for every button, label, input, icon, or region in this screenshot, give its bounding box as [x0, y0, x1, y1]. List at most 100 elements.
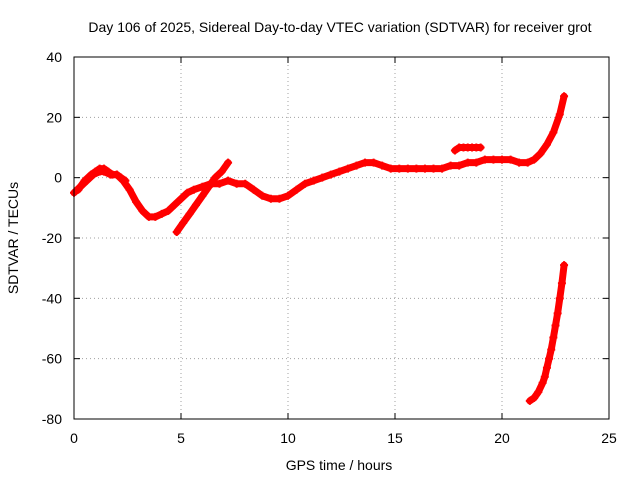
y-tick-label: 20	[46, 109, 62, 125]
data-point	[545, 354, 554, 363]
data-point	[463, 158, 472, 167]
data-point	[309, 176, 318, 185]
data-point	[361, 158, 370, 167]
data-point	[369, 158, 378, 167]
data-point	[275, 194, 284, 203]
data-point	[549, 128, 558, 137]
data-point	[542, 140, 551, 149]
data-point	[547, 345, 556, 354]
grid	[74, 57, 609, 419]
data-point	[542, 363, 551, 372]
data-point	[172, 227, 181, 236]
data-point	[446, 161, 455, 170]
data-point	[232, 179, 241, 188]
data-point	[301, 179, 310, 188]
data-point	[215, 179, 224, 188]
data-point	[378, 161, 387, 170]
data-point	[258, 191, 267, 200]
data-point	[538, 378, 547, 387]
data-point	[515, 158, 524, 167]
data-point	[198, 191, 207, 200]
data-point	[112, 170, 121, 179]
data-point	[241, 179, 250, 188]
data-point	[438, 164, 447, 173]
data-point	[211, 173, 220, 182]
data-point	[170, 200, 179, 209]
data-point	[318, 173, 327, 182]
y-tick-label: -80	[42, 411, 62, 427]
data-point	[560, 261, 569, 270]
data-point	[266, 194, 275, 203]
data-point	[74, 185, 83, 194]
data-point	[429, 164, 438, 173]
data-point	[450, 146, 459, 155]
x-axis-label: GPS time / hours	[286, 457, 393, 473]
data-point	[343, 164, 352, 173]
series-low-trace	[525, 261, 569, 405]
x-tick-label: 0	[70, 430, 78, 446]
series-early-upper-trace	[74, 164, 130, 194]
data-point	[87, 170, 96, 179]
data-point	[403, 164, 412, 173]
data-point	[217, 167, 226, 176]
data-point	[132, 197, 141, 206]
x-tick-label: 25	[601, 430, 617, 446]
data-point	[177, 194, 185, 203]
data-point	[555, 110, 564, 119]
data-point	[249, 185, 258, 194]
series-main-trace	[70, 92, 569, 221]
series-rising-segment	[172, 158, 233, 236]
y-tick-label: -40	[42, 290, 62, 306]
data-point	[292, 185, 301, 194]
data-point	[138, 206, 147, 215]
data-point	[352, 161, 361, 170]
data-point	[183, 188, 192, 197]
plot-frame	[73, 56, 610, 420]
data-point	[555, 294, 564, 303]
data-point	[284, 191, 292, 200]
data-point	[489, 155, 498, 164]
data-point	[164, 206, 173, 215]
data-point	[476, 143, 485, 152]
data-point	[121, 176, 130, 185]
data-point	[551, 321, 560, 330]
data-point	[395, 164, 404, 173]
data-point	[412, 164, 421, 173]
data-point	[157, 209, 166, 218]
data-series	[70, 92, 569, 405]
data-point	[125, 185, 134, 194]
data-point	[179, 218, 188, 227]
data-point	[104, 167, 113, 176]
data-point	[530, 155, 539, 164]
data-point	[386, 164, 395, 173]
data-point	[185, 209, 194, 218]
chart-title: Day 106 of 2025, Sidereal Day-to-day VTE…	[88, 19, 591, 35]
y-tick-label: 40	[46, 49, 62, 65]
data-point	[326, 170, 335, 179]
data-point	[80, 176, 89, 185]
data-point	[560, 92, 569, 101]
data-point	[99, 164, 108, 173]
data-point	[540, 372, 549, 381]
data-point	[191, 200, 200, 209]
data-point	[420, 164, 429, 173]
data-point	[91, 167, 100, 176]
series-short-segment-near-18h	[450, 143, 485, 155]
data-point	[335, 167, 344, 176]
y-tick-label: 0	[54, 170, 62, 186]
data-point	[204, 182, 213, 191]
x-tick-label: 10	[280, 430, 296, 446]
x-tick-label: 20	[494, 430, 510, 446]
x-tick-label: 15	[387, 430, 403, 446]
data-point	[455, 161, 464, 170]
data-point	[534, 387, 543, 396]
data-point	[553, 309, 562, 318]
data-point	[525, 396, 534, 405]
y-tick-label: -60	[42, 351, 62, 367]
data-point	[557, 279, 566, 288]
data-point	[523, 158, 532, 167]
data-point	[536, 149, 545, 158]
x-tick-label: 5	[177, 430, 185, 446]
